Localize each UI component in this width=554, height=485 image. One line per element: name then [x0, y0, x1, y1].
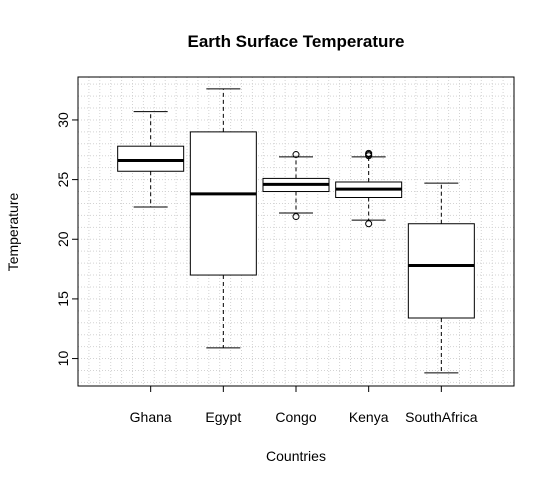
y-axis: 10 15 20 25 30 [55, 112, 78, 366]
y-tick-label: 15 [55, 291, 71, 307]
box-iqr [189, 131, 257, 276]
y-axis-label: Temperature [5, 192, 21, 271]
outlier-point [292, 213, 300, 221]
x-axis: Ghana Egypt Congo Kenya SouthAfrica [130, 386, 478, 425]
x-tick-label: Congo [275, 409, 316, 425]
outlier-point [365, 149, 373, 157]
chart-title: Earth Surface Temperature [188, 32, 405, 51]
boxes [117, 88, 475, 374]
outlier-point [365, 220, 373, 228]
box-iqr [407, 223, 475, 319]
outlier-point [292, 151, 300, 159]
box-group [117, 111, 185, 208]
y-tick-label: 30 [55, 112, 71, 128]
box-iqr [117, 145, 185, 172]
box-group [335, 149, 403, 228]
x-tick-label: Ghana [130, 409, 172, 425]
box-group [407, 182, 475, 374]
box-group [189, 88, 257, 349]
x-axis-label: Countries [266, 448, 326, 464]
x-tick-label: Egypt [205, 409, 241, 425]
x-tick-label: Kenya [349, 409, 389, 425]
y-tick-label: 25 [55, 172, 71, 188]
box-group [262, 151, 330, 221]
y-tick-label: 10 [55, 351, 71, 367]
y-tick-label: 20 [55, 231, 71, 247]
x-tick-label: SouthAfrica [405, 409, 478, 425]
